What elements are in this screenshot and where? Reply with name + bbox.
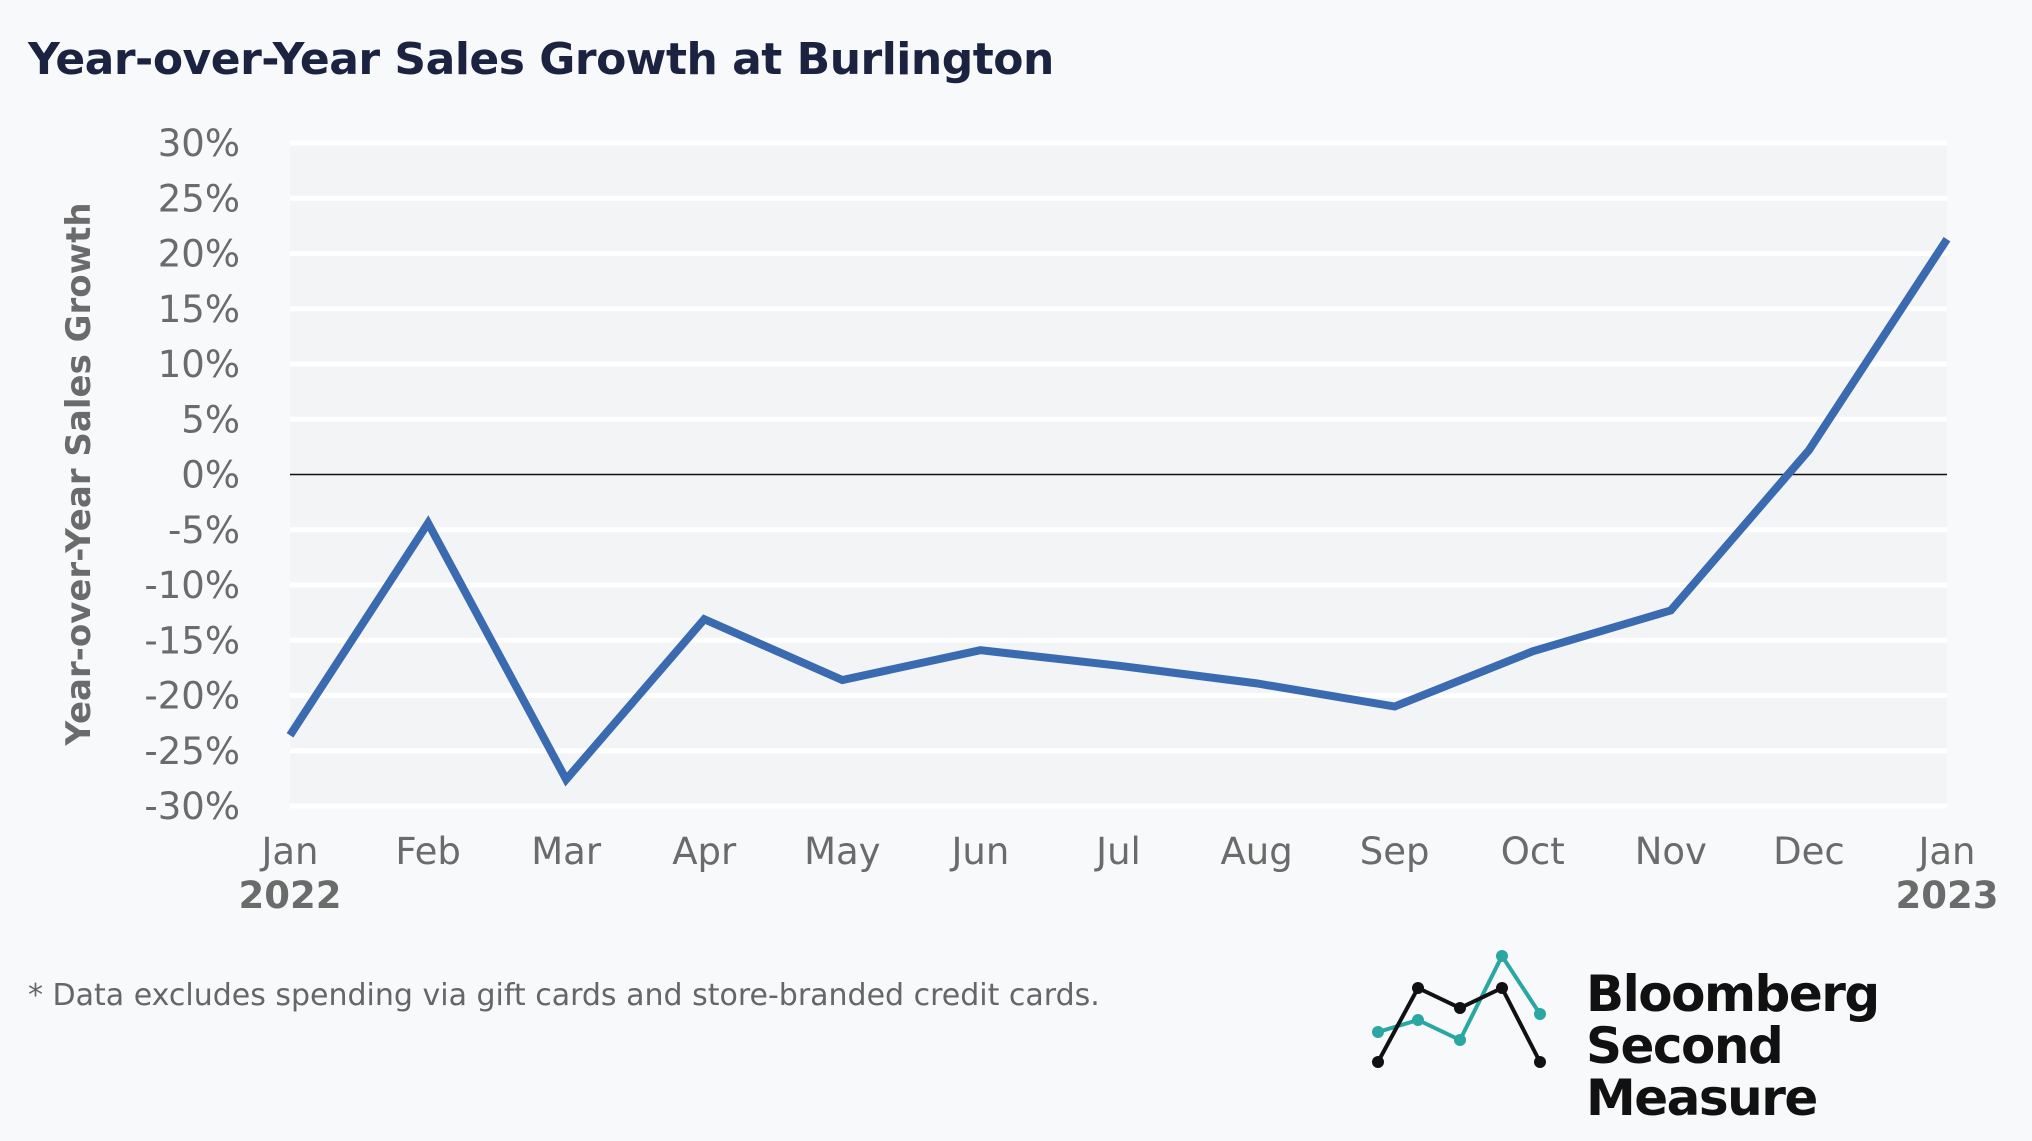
logo-mark-icon: [1372, 950, 1546, 1068]
y-tick-label: 0%: [181, 454, 240, 497]
x-tick-label: May: [804, 830, 881, 873]
line-chart: 30% 25% 20% 15% 10% 5% 0% -5% -10% -15% -20% -25% -3…: [59, 122, 1999, 917]
y-tick-label: -5%: [168, 509, 240, 552]
x-tick-label: Jan: [1916, 830, 1975, 873]
x-tick-label: Mar: [531, 830, 602, 873]
y-tick-label: -10%: [144, 564, 240, 607]
y-tick-label: 15%: [158, 288, 240, 331]
y-tick-label: -15%: [144, 619, 240, 662]
x-tick-label: Jul: [1094, 830, 1141, 873]
x-tick-label: Jan: [259, 830, 318, 873]
footnote: * Data excludes spending via gift cards …: [28, 978, 1100, 1013]
x-tick-label: Jun: [950, 830, 1010, 873]
x-tick-label: Nov: [1635, 830, 1707, 873]
y-tick-label: -25%: [144, 730, 240, 773]
chart-title: Year-over-Year Sales Growth at Burlingto…: [28, 34, 1054, 85]
logo-line1: Bloomberg: [1586, 965, 1880, 1023]
y-tick-label: 30%: [158, 122, 240, 165]
y-tick-label: 10%: [158, 343, 240, 386]
x-tick-label: Feb: [395, 830, 461, 873]
x-tick-label: Aug: [1220, 830, 1292, 873]
x-year-label: 2022: [239, 874, 342, 917]
x-year-label: 2023: [1896, 874, 1999, 917]
x-tick-label: Apr: [672, 830, 737, 873]
x-tick-label: Dec: [1773, 830, 1845, 873]
y-tick-label: 5%: [181, 398, 240, 441]
x-tick-label: Oct: [1501, 830, 1565, 873]
y-tick-label: -20%: [144, 675, 240, 718]
series-line: [286, 236, 1951, 787]
y-axis-title: Year-over-Year Sales Growth: [59, 202, 99, 746]
x-tick-label: Sep: [1360, 830, 1430, 873]
logo-line2: Second Measure: [1586, 1017, 1818, 1127]
y-tick-label: -30%: [144, 785, 240, 828]
y-tick-label: 25%: [158, 177, 240, 220]
y-tick-label: 20%: [158, 233, 240, 276]
bloomberg-second-measure-logo: Bloomberg Second Measure: [1370, 948, 1990, 1124]
